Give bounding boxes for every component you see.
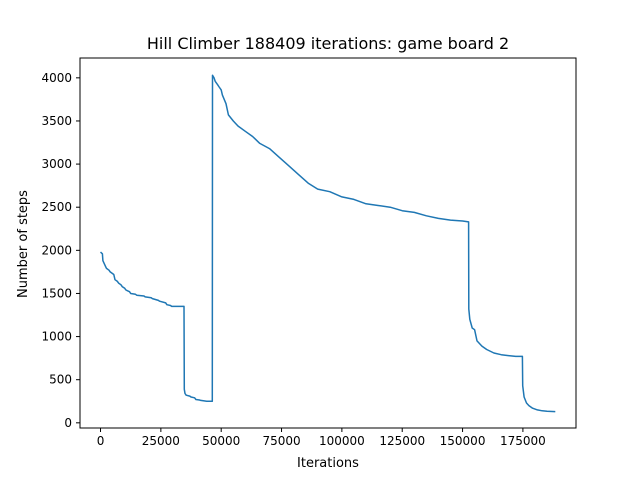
x-tick-label: 0: [97, 434, 105, 448]
x-tick-label: 125000: [379, 434, 425, 448]
y-tick-label: 2000: [41, 243, 72, 257]
chart-title: Hill Climber 188409 iterations: game boa…: [147, 34, 509, 53]
y-tick-label: 2500: [41, 200, 72, 214]
y-tick-label: 500: [49, 373, 72, 387]
x-tick-label: 75000: [262, 434, 300, 448]
x-axis: 0 25000 50000 75000 100000 125000 150000 175000: [97, 428, 546, 448]
plot-area: [99, 74, 556, 413]
x-axis-label: Iterations: [297, 456, 359, 471]
y-tick-label: 0: [64, 416, 72, 430]
x-tick-label: 175000: [500, 434, 546, 448]
y-tick-label: 3000: [41, 157, 72, 171]
x-tick-label: 50000: [202, 434, 240, 448]
x-tick-label: 150000: [440, 434, 486, 448]
y-axis-label: Number of steps: [16, 190, 31, 298]
y-tick-label: 1000: [41, 330, 72, 344]
plot-frame: [79, 57, 577, 429]
y-tick-label: 3500: [41, 114, 72, 128]
y-tick-label: 1500: [41, 286, 72, 300]
x-tick-label: 100000: [319, 434, 365, 448]
series-line-0: [99, 74, 556, 413]
y-tick-label: 4000: [41, 71, 72, 85]
y-axis: 0 500 1000 1500 2000 2500 3000 3500 4000: [41, 71, 80, 430]
x-tick-label: 25000: [142, 434, 180, 448]
